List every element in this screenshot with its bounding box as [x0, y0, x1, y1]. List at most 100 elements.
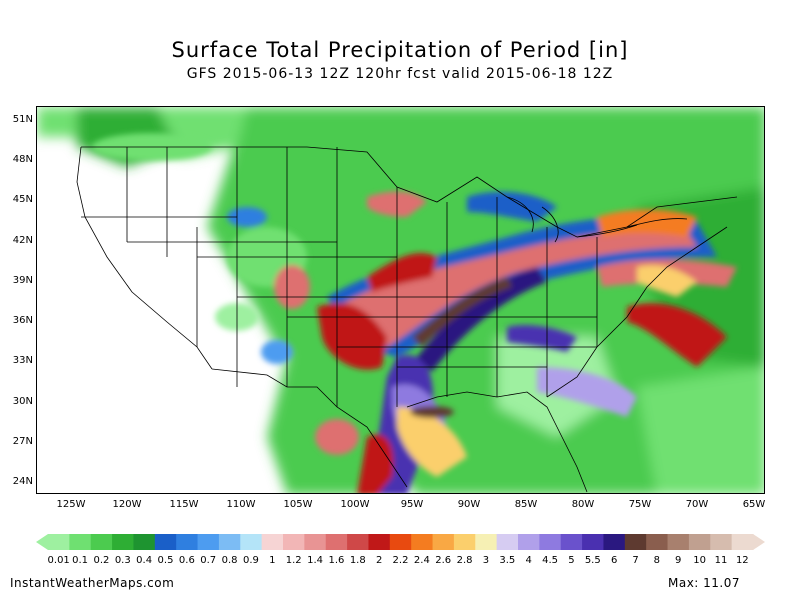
colorbar-label: 2.8	[456, 555, 473, 566]
colorbar-label: 6	[610, 555, 618, 566]
colorbar-cell	[453, 534, 476, 550]
max-value: Max: 11.07	[668, 576, 741, 590]
lon-label-70w: 70W	[685, 499, 709, 510]
lon-label-100w: 100W	[340, 499, 370, 510]
colorbar-cell	[688, 534, 711, 550]
colorbar-cell	[176, 534, 199, 550]
colorbar-cell	[69, 534, 92, 550]
colorbar-cell	[197, 534, 220, 550]
lon-label-125w: 125W	[56, 499, 86, 510]
lat-label-45n: 45N	[12, 194, 33, 205]
map-canvas	[37, 107, 764, 493]
colorbar-label: 1.2	[285, 555, 302, 566]
colorbar-cell	[133, 534, 156, 550]
colorbar-cell	[560, 534, 583, 550]
colorbar-label: 1	[269, 555, 276, 566]
colorbar-label: 3.5	[499, 555, 516, 566]
lon-label-120w: 120W	[112, 499, 142, 510]
lon-label-110w: 110W	[226, 499, 256, 510]
colorbar-right-arrow	[753, 534, 765, 550]
colorbar-label: 0.5	[157, 555, 174, 566]
source-credit: InstantWeatherMaps.com	[10, 576, 175, 590]
colorbar-label: 0.1	[72, 555, 88, 566]
colorbar-label: 9	[675, 555, 682, 566]
colorbar-cell	[539, 534, 562, 550]
colorbar-cell	[411, 534, 434, 550]
colorbar-left-arrow	[36, 534, 48, 550]
colorbar-label: 7	[632, 555, 639, 566]
colorbar-label: 2	[375, 555, 383, 566]
lat-label-24n: 24N	[12, 476, 33, 487]
colorbar-label: 0.6	[178, 555, 195, 566]
colorbar-cell	[154, 534, 177, 550]
colorbar-cell	[240, 534, 263, 550]
precipitation-map	[36, 106, 765, 494]
colorbar-cell	[112, 534, 134, 550]
colorbar-cell	[667, 534, 690, 550]
colorbar-label: 0.2	[93, 555, 110, 566]
colorbar-label: 4	[525, 555, 532, 566]
lon-label-90w: 90W	[457, 499, 481, 510]
colorbar-label: 11	[714, 555, 728, 566]
colorbar-label: 10	[693, 555, 706, 566]
lat-label-39n: 39N	[12, 275, 33, 286]
colorbar-label: 0.9	[243, 555, 259, 566]
colorbar-label: 1.4	[307, 555, 323, 566]
colorbar-label: 0.3	[114, 555, 131, 566]
colorbar-label: 3	[482, 555, 490, 566]
colorbar-cell	[710, 534, 733, 550]
lon-label-115w: 115W	[169, 499, 199, 510]
heavy-precip-band	[317, 191, 737, 493]
colorbar-cell	[304, 534, 327, 550]
colorbar-label: 0.4	[136, 555, 153, 566]
colorbar-label: 2.6	[435, 555, 452, 566]
colorbar-cell	[496, 534, 519, 550]
colorbar-label: 2.2	[392, 555, 409, 566]
colorbar-label: 0.7	[200, 555, 217, 566]
colorbar-cell	[261, 534, 284, 550]
colorbar-label: 5	[568, 555, 575, 566]
lat-label-27n: 27N	[12, 436, 33, 447]
lat-label-42n: 42N	[12, 235, 33, 246]
colorbar-label: 8	[653, 555, 661, 566]
state-boundaries	[76, 146, 738, 493]
colorbar-label: 12	[735, 555, 749, 566]
colorbar-label: 1.6	[328, 555, 345, 566]
lon-label-105w: 105W	[283, 499, 313, 510]
colorbar-label: 0.01	[47, 555, 70, 566]
colorbar-cell	[283, 534, 305, 550]
colorbar-cell	[518, 534, 540, 550]
colorbar-cell	[48, 534, 70, 550]
colorbar-label: 0.8	[221, 555, 238, 566]
lat-label-48n: 48N	[12, 154, 33, 165]
colorbar-label: 2.4	[413, 555, 430, 566]
lon-label-75w: 75W	[628, 499, 652, 510]
colorbar-cell	[90, 534, 113, 550]
lon-label-80w: 80W	[571, 499, 595, 510]
colorbar-label: 5.5	[584, 555, 601, 566]
colorbar-cell	[603, 534, 626, 550]
lon-label-65w: 65W	[742, 499, 766, 510]
map-title: Surface Total Precipitation of Period [i…	[171, 38, 629, 62]
map-subtitle: GFS 2015-06-13 12Z 120hr fcst valid 2015…	[186, 66, 614, 82]
colorbar-cell	[432, 534, 455, 550]
colorbar-cell	[368, 534, 391, 550]
lon-label-95w: 95W	[400, 499, 424, 510]
precip-colorbar	[36, 534, 765, 550]
lat-label-33n: 33N	[12, 355, 33, 366]
lat-label-36n: 36N	[12, 315, 33, 326]
lat-label-30n: 30N	[12, 396, 33, 407]
colorbar-label: 1.8	[349, 555, 366, 566]
colorbar-cell	[475, 534, 498, 550]
colorbar-label: 4.5	[542, 555, 558, 566]
colorbar-cell	[347, 534, 369, 550]
colorbar-cell	[646, 534, 669, 550]
colorbar-cell	[218, 534, 241, 550]
lon-label-85w: 85W	[514, 499, 538, 510]
colorbar-cell	[582, 534, 604, 550]
colorbar-cell	[624, 534, 647, 550]
colorbar-cell	[731, 534, 754, 550]
colorbar-cell	[325, 534, 348, 550]
colorbar-cell	[389, 534, 412, 550]
lat-label-51n: 51N	[12, 114, 33, 125]
